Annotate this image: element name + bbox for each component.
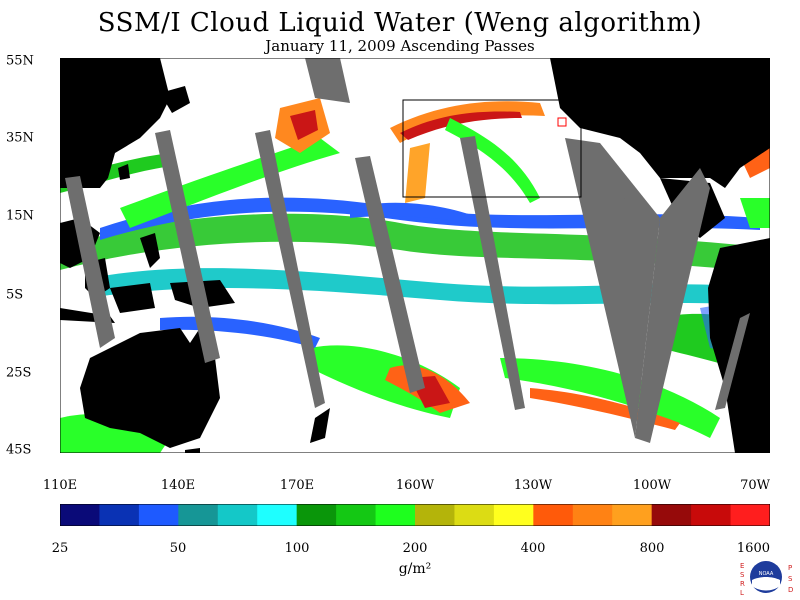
colorbar-swatch [730, 504, 770, 526]
red-marker [557, 117, 567, 127]
colorbar-swatch [257, 504, 298, 526]
colorbar-tick-label: 25 [51, 541, 69, 556]
no-data-swaths [65, 58, 750, 443]
colorbar-swatch [493, 504, 534, 526]
colorbar-swatch [138, 504, 179, 526]
noaa-logo: E S R L NOAA P S D [740, 561, 793, 597]
colorbar-swatch [612, 504, 653, 526]
lat-label: 55N [6, 53, 34, 69]
colorbar-swatch [415, 504, 455, 526]
colorbar-tick-label: 200 [402, 541, 428, 556]
borneo [110, 283, 155, 313]
lon-label: 130W [513, 478, 553, 493]
map-title: SSM/I Cloud Liquid Water (Weng algorithm… [97, 8, 703, 38]
logo-letter: P [788, 564, 792, 572]
colorbar-swatch [572, 504, 613, 526]
lat-label: 45S [6, 442, 32, 458]
colorbar-swatch [651, 504, 692, 526]
lon-label: 70W [740, 478, 770, 493]
colorbar-swatch [296, 504, 337, 526]
lon-label: 170E [279, 478, 315, 493]
map-subtitle: January 11, 2009 Ascending Passes [265, 37, 535, 55]
lon-label: 140E [160, 478, 196, 493]
lon-label: 100W [632, 478, 672, 493]
colorbar-swatch [691, 504, 732, 526]
colorbar-swatch [375, 504, 416, 526]
logo-letter: R [740, 580, 745, 588]
cloud-water-map [60, 58, 770, 453]
japan [160, 86, 190, 113]
colorbar [60, 504, 770, 526]
colorbar-tick-label: 100 [284, 541, 310, 556]
noaa-wave [752, 577, 780, 591]
colorbar-tick-label: 1600 [736, 541, 770, 556]
lon-label: 110E [42, 478, 78, 493]
colorbar-swatch [178, 504, 219, 526]
noaa-text: NOAA [759, 571, 774, 577]
lat-label: 15N [6, 208, 34, 224]
logo-letter: S [788, 575, 793, 583]
colorbar-tick-label: 50 [169, 541, 187, 556]
lat-label: 5S [6, 287, 24, 303]
units-label: g/m² [398, 561, 432, 577]
logo-letter: E [740, 562, 744, 570]
colorbar-swatch [454, 504, 495, 526]
australia [80, 328, 220, 448]
colorbar-swatch [60, 504, 100, 526]
colorbar-tick-label: 400 [520, 541, 546, 556]
colorbar-tick-label: 800 [639, 541, 665, 556]
philippines [140, 233, 160, 268]
tasmania [185, 448, 200, 453]
logo-letter: S [740, 571, 745, 579]
logo-letter: D [788, 586, 793, 594]
colorbar-swatch [336, 504, 377, 526]
logo-letter: L [740, 589, 744, 597]
taiwan [118, 164, 130, 180]
lat-label: 25S [6, 365, 32, 381]
land-masses [60, 58, 770, 453]
lon-label: 160W [395, 478, 435, 493]
analysis-box [402, 99, 582, 198]
colorbar-swatch [217, 504, 258, 526]
new-zealand [310, 408, 330, 443]
lat-label: 35N [6, 130, 34, 146]
north-america [550, 58, 770, 188]
colorbar-swatch [533, 504, 574, 526]
colorbar-swatch [99, 504, 140, 526]
